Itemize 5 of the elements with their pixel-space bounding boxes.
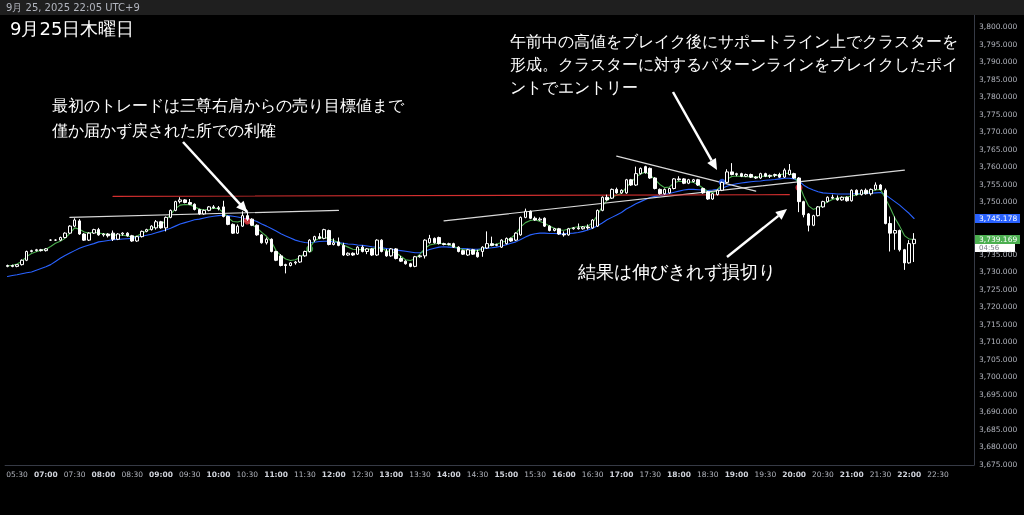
chart-subtitle: 9月 25, 2025 22:05 UTC+9 xyxy=(6,1,140,13)
chart-title: 9月25日木曜日 xyxy=(10,17,135,39)
annotation: 最初のトレードは三尊右肩からの売り目標値まで僅か届かず戻された所での利確 xyxy=(51,96,405,140)
annotation: 結果は伸びきれず損切り xyxy=(577,260,776,282)
annotation: 午前中の高値をブレイク後にサポートライン上でクラスターを形成。クラスターに対するパターンラインをブレイクしたポイントでエントリー xyxy=(510,32,958,97)
